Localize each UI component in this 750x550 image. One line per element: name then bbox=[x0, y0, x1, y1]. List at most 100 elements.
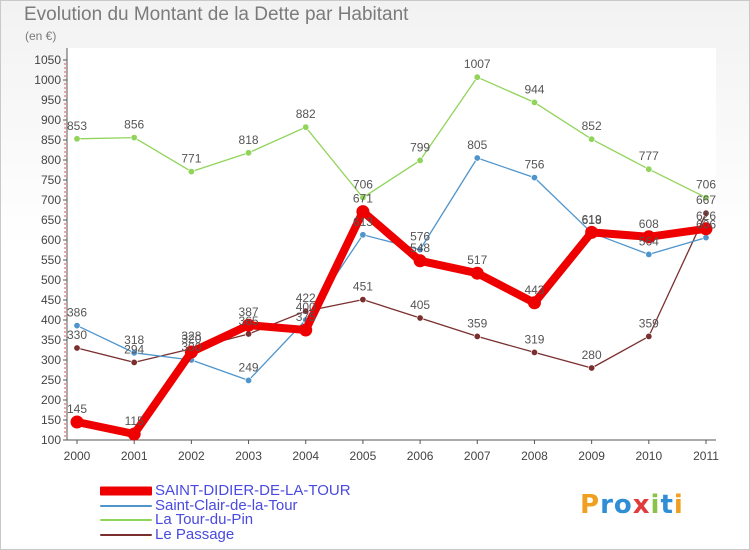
data-point bbox=[530, 98, 538, 106]
legend-swatch bbox=[100, 519, 152, 522]
y-tick-label: 850 bbox=[41, 133, 61, 147]
data-label: 944 bbox=[524, 82, 544, 96]
data-label: 852 bbox=[582, 119, 602, 133]
x-tick-label: 2010 bbox=[635, 449, 662, 463]
legend-swatch bbox=[100, 486, 152, 496]
data-label: 405 bbox=[410, 298, 430, 312]
data-label: 818 bbox=[239, 133, 259, 147]
data-label: 386 bbox=[67, 306, 87, 320]
y-tick-label: 300 bbox=[41, 353, 61, 367]
data-label: 777 bbox=[639, 149, 659, 163]
y-tick-label: 750 bbox=[41, 173, 61, 187]
data-point bbox=[642, 230, 656, 244]
proxiti-logo: Proxiti bbox=[580, 490, 684, 520]
data-point bbox=[302, 123, 310, 131]
data-point bbox=[702, 209, 710, 217]
data-point bbox=[184, 345, 198, 359]
data-point bbox=[245, 376, 253, 384]
data-point bbox=[73, 135, 81, 143]
data-label: 882 bbox=[296, 107, 316, 121]
data-label: 671 bbox=[353, 192, 373, 206]
data-point bbox=[356, 205, 370, 219]
legend-label: Saint-Clair-de-la-Tour bbox=[155, 496, 298, 514]
x-tick-label: 2001 bbox=[121, 449, 148, 463]
data-point bbox=[73, 322, 81, 330]
data-label: 626 bbox=[696, 209, 716, 223]
y-tick-label: 500 bbox=[41, 273, 61, 287]
logo-letter: P bbox=[580, 490, 601, 520]
data-point bbox=[473, 332, 481, 340]
data-point bbox=[359, 296, 367, 304]
y-tick-label: 650 bbox=[41, 213, 61, 227]
data-point bbox=[702, 194, 710, 202]
logo-letter: r bbox=[600, 490, 614, 520]
data-point bbox=[413, 254, 427, 268]
y-tick-label: 600 bbox=[41, 233, 61, 247]
y-tick-label: 250 bbox=[41, 373, 61, 387]
logo-letter: x bbox=[632, 490, 651, 520]
legend-swatch bbox=[100, 533, 152, 536]
data-label: 328 bbox=[181, 329, 201, 343]
x-tick-label: 2008 bbox=[521, 449, 548, 463]
y-tick-label: 450 bbox=[41, 293, 61, 307]
chart-subtitle: (en €) bbox=[25, 29, 57, 43]
data-label: 359 bbox=[639, 316, 659, 330]
data-point bbox=[416, 314, 424, 322]
data-point bbox=[245, 149, 253, 157]
legend-swatch bbox=[100, 504, 152, 507]
data-point bbox=[645, 332, 653, 340]
data-point bbox=[416, 246, 424, 254]
data-label: 856 bbox=[124, 118, 144, 132]
data-point bbox=[470, 266, 484, 280]
y-tick-label: 700 bbox=[41, 193, 61, 207]
x-tick-label: 2011 bbox=[693, 449, 719, 463]
data-point bbox=[645, 165, 653, 173]
data-label: 365 bbox=[239, 314, 259, 328]
data-label: 443 bbox=[524, 283, 544, 297]
data-point bbox=[359, 231, 367, 239]
series-line-0 bbox=[73, 207, 710, 438]
data-label: 805 bbox=[467, 138, 487, 152]
series-line-2 bbox=[76, 76, 707, 199]
legend-label: Le Passage bbox=[155, 525, 235, 543]
data-label: 706 bbox=[696, 178, 716, 192]
logo-letter: o bbox=[613, 490, 633, 520]
data-label: 280 bbox=[582, 348, 602, 362]
series-line-3 bbox=[76, 212, 707, 369]
data-label: 706 bbox=[353, 178, 373, 192]
data-label: 1007 bbox=[464, 57, 491, 71]
y-tick-label: 150 bbox=[41, 413, 61, 427]
y-tick-label: 100 bbox=[41, 433, 61, 447]
x-tick-label: 2002 bbox=[178, 449, 205, 463]
data-label: 320 bbox=[181, 332, 201, 346]
data-point bbox=[245, 330, 253, 338]
data-point bbox=[130, 349, 138, 357]
data-point bbox=[473, 154, 481, 162]
data-point bbox=[302, 307, 310, 315]
x-tick-label: 2005 bbox=[350, 449, 377, 463]
data-point bbox=[187, 168, 195, 176]
y-tick-label: 950 bbox=[41, 93, 61, 107]
data-point bbox=[242, 318, 256, 332]
data-point bbox=[585, 225, 599, 239]
data-label: 853 bbox=[67, 119, 87, 133]
data-label: 548 bbox=[410, 241, 430, 255]
x-tick-label: 2007 bbox=[464, 449, 491, 463]
data-point bbox=[530, 348, 538, 356]
logo-letter: i bbox=[673, 490, 684, 520]
data-point bbox=[73, 344, 81, 352]
data-label: 249 bbox=[239, 360, 259, 374]
data-point bbox=[473, 73, 481, 81]
data-point bbox=[416, 156, 424, 164]
y-tick-label: 350 bbox=[41, 333, 61, 347]
logo-letter: t bbox=[660, 490, 674, 520]
data-label: 608 bbox=[639, 217, 659, 231]
data-point bbox=[359, 194, 367, 202]
y-tick-label: 550 bbox=[41, 253, 61, 267]
y-tick-label: 900 bbox=[41, 113, 61, 127]
data-label: 771 bbox=[181, 152, 201, 166]
data-point bbox=[299, 323, 313, 337]
chart-title: Evolution du Montant de la Dette par Hab… bbox=[24, 4, 409, 25]
data-point bbox=[130, 358, 138, 366]
